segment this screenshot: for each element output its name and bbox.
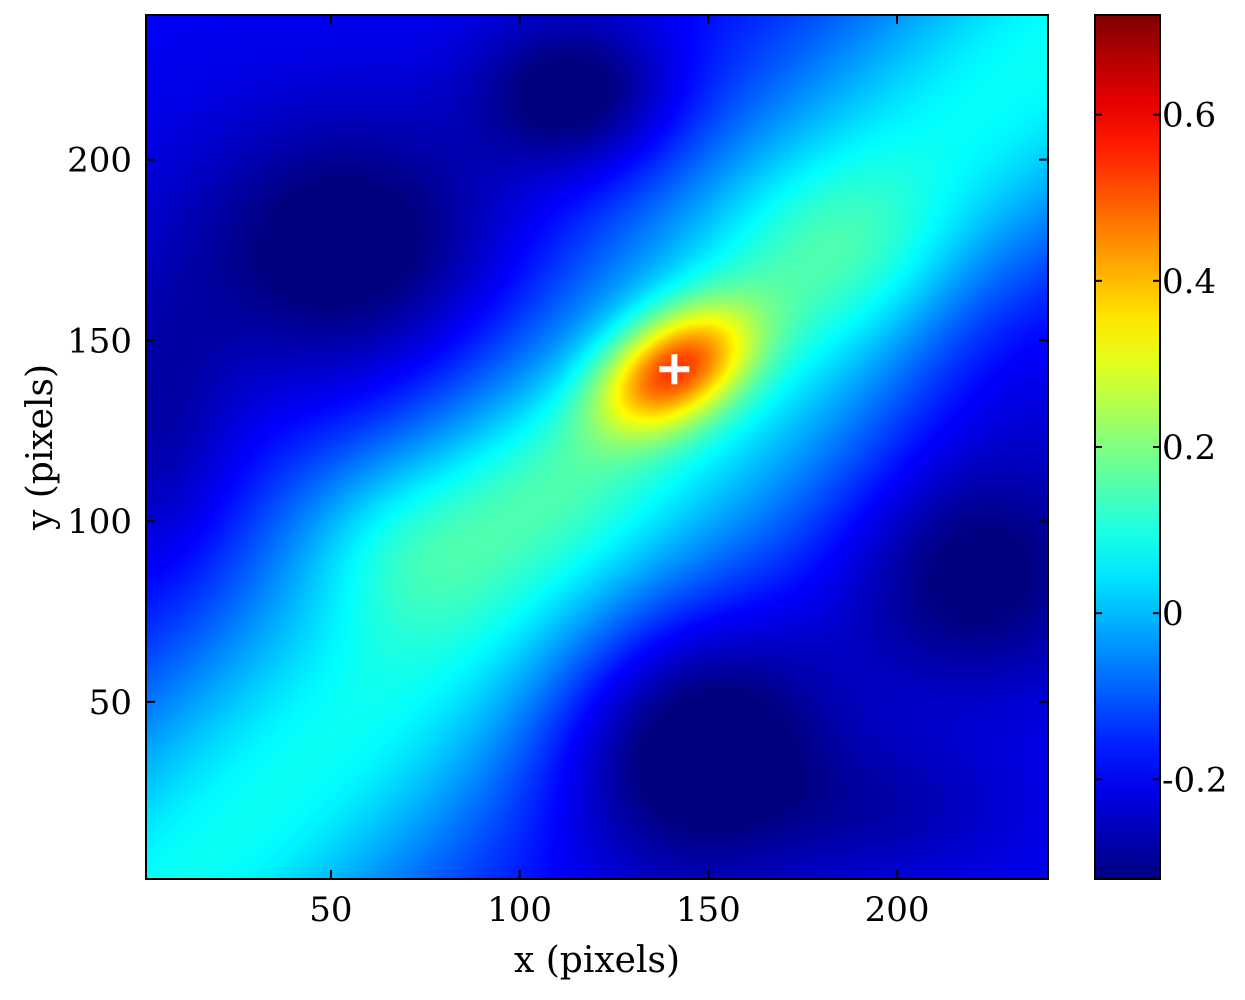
- x-tick-label: 200: [865, 890, 930, 930]
- colorbar-tick-label: 0: [1162, 594, 1184, 634]
- colorbar-tick-label: 0.6: [1162, 96, 1216, 136]
- plot-frame: [145, 14, 1049, 880]
- y-axis-title: y (pixels): [20, 364, 61, 531]
- x-tick-label: 100: [487, 890, 552, 930]
- x-axis-title: x (pixels): [514, 940, 680, 981]
- colorbar-bar: [1094, 14, 1161, 880]
- x-axis-ticks: 50 100 150 200: [309, 15, 929, 930]
- x-tick-label: 50: [309, 890, 352, 930]
- heatmap-image: [146, 15, 1048, 879]
- y-tick-label: 100: [67, 502, 132, 542]
- colorbar: -0.2 0 0.2 0.4 0.6: [1094, 14, 1228, 880]
- colorbar-tick-label: 0.2: [1162, 428, 1216, 468]
- peak-marker: [659, 354, 690, 385]
- x-tick-label: 150: [676, 890, 741, 930]
- y-axis-ticks: 50 100 150 200: [67, 141, 1048, 723]
- y-tick-label: 150: [67, 321, 132, 361]
- colorbar-tick-label: -0.2: [1162, 760, 1228, 800]
- colorbar-ticks: -0.2 0 0.2 0.4 0.6: [1095, 96, 1228, 800]
- y-tick-label: 200: [67, 141, 132, 181]
- colorbar-tick-label: 0.4: [1162, 262, 1216, 302]
- y-tick-label: 50: [89, 683, 132, 723]
- plot-area: 50 100 150 200 50 100 150 200: [67, 14, 1049, 930]
